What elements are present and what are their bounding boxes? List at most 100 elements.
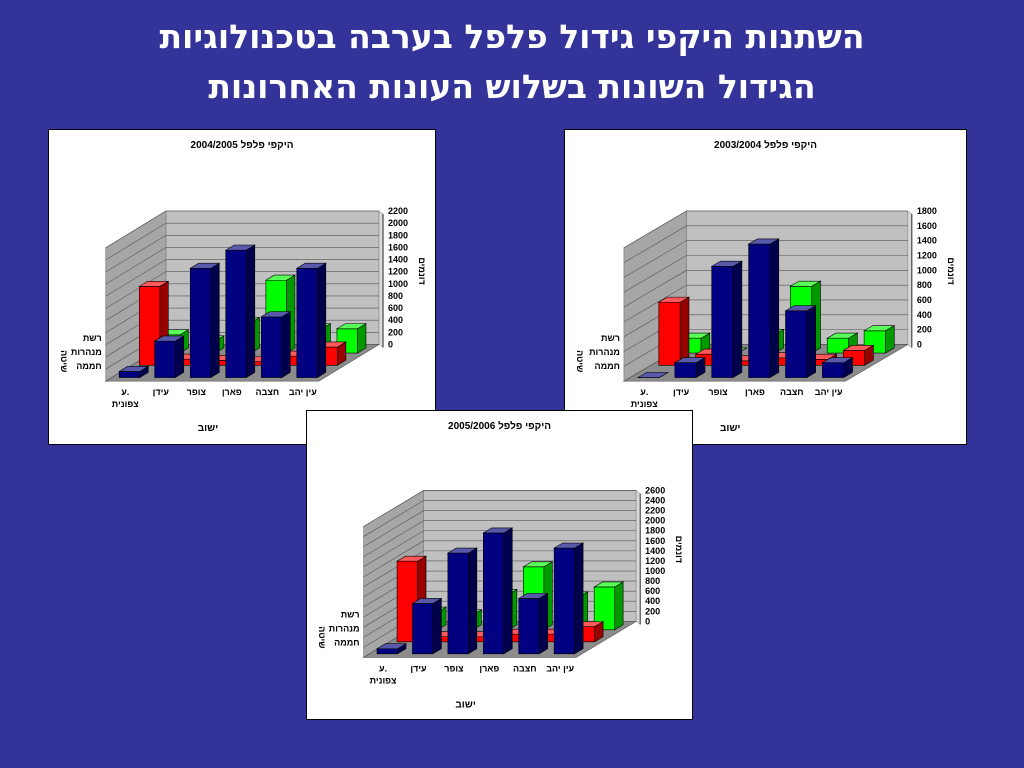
x-tick-label: פארן: [222, 387, 242, 397]
y-tick-label: 200: [388, 327, 403, 337]
gridline: [363, 500, 637, 537]
y-tick-label: 1000: [917, 265, 937, 275]
x-axis-title: ישוב: [198, 423, 219, 434]
y-tick-label: 2000: [388, 218, 408, 228]
y-tick-label: 1800: [645, 526, 665, 536]
gridline: [363, 490, 637, 527]
series-label: מנהרות: [71, 347, 102, 357]
gridline: [363, 530, 637, 568]
x-tick-label: עין יהב: [815, 387, 843, 397]
y-tick-label: 0: [917, 339, 922, 349]
y-tick-label: 1200: [917, 250, 937, 260]
bar: [482, 527, 514, 655]
y-axis-title: דונמים: [674, 536, 684, 563]
bar: [710, 260, 743, 379]
gridline: [623, 270, 908, 308]
x-tick-label: עין יהב: [546, 663, 574, 673]
gridline: [105, 247, 380, 285]
bar: [553, 542, 585, 655]
y-tick-label: 2200: [388, 206, 408, 216]
y-tick-label: 1600: [917, 221, 937, 231]
y-tick-label: 1600: [388, 242, 408, 252]
x-tick-label: חצבה: [780, 387, 804, 397]
series-label: מנהרות: [589, 347, 620, 357]
bar: [189, 262, 221, 379]
bar: [673, 357, 707, 379]
y-axis-title: דונמים: [946, 257, 956, 284]
y-tick-label: 200: [645, 606, 660, 616]
z-axis-title: שיטה: [59, 350, 69, 372]
y-tick-label: 1800: [388, 230, 408, 240]
series-label: מנהרות: [329, 623, 360, 633]
chart-title: היקפי פלפל 2004/2005: [191, 139, 294, 151]
y-tick-label: 0: [645, 616, 650, 626]
slide-title: השתנות היקפי גידול פלפל בערבה בטכנולוגיו…: [0, 12, 1024, 112]
y-tick-label: 400: [645, 596, 660, 606]
x-tick-label: צופר: [708, 387, 728, 397]
x-tick-label: צופר: [187, 387, 207, 397]
x-tick-label: ע. צפונית: [370, 663, 397, 685]
series-label: רשת: [83, 333, 102, 343]
bar: [593, 581, 625, 631]
x-tick-label: עין יהב: [289, 387, 317, 397]
y-tick-label: 200: [917, 325, 932, 335]
chart-right-wall: [635, 489, 641, 625]
x-tick-label: צופר: [444, 663, 464, 673]
gridline: [105, 259, 380, 297]
y-tick-label: 1400: [917, 236, 937, 246]
gridline: [105, 234, 380, 273]
x-tick-label: עידן: [410, 663, 427, 673]
y-tick-label: 1000: [388, 279, 408, 289]
y-tick-label: 600: [388, 303, 403, 313]
bar: [821, 357, 854, 379]
bar: [657, 296, 691, 366]
bar: [375, 643, 408, 655]
gridline: [623, 225, 908, 263]
x-tick-label: ע. צפונית: [112, 387, 139, 409]
y-tick-label: 600: [645, 586, 660, 596]
x-axis-title: ישוב: [455, 699, 476, 710]
chart-svg: 0 200 400 600 800 1000 1200 1400 1600 1800 ע. צפוני…: [575, 139, 956, 434]
x-tick-label: ע. צפונית: [631, 387, 658, 409]
chart-2005-2006: 0 200 400 600 800 1000 1200 1400 1600 1800 2000 220…: [306, 410, 693, 720]
slide-title-line-2: הגידול השונות בשלוש העונות האחרונות: [208, 67, 816, 106]
bar: [636, 372, 670, 378]
bar: [446, 547, 478, 655]
y-tick-label: 800: [917, 280, 932, 290]
gridline: [363, 540, 637, 578]
x-axis-title: ישוב: [720, 423, 741, 434]
chart-svg: 0200400600800100012001400160018002000220…: [317, 420, 684, 710]
gridline: [105, 210, 380, 249]
x-tick-label: עידן: [673, 387, 690, 397]
chart-title: היקפי פלפל 2003/2004: [714, 139, 817, 151]
slide-title-line-1: השתנות היקפי גידול פלפל בערבה בטכנולוגיו…: [159, 17, 865, 56]
y-tick-label: 0: [388, 339, 393, 349]
y-tick-label: 1600: [645, 536, 665, 546]
y-tick-label: 2600: [645, 485, 665, 495]
series-label: חממה: [334, 637, 359, 647]
series-label: חממה: [594, 361, 619, 371]
y-tick-label: 1800: [917, 206, 937, 216]
bar: [118, 365, 150, 379]
bar: [517, 592, 549, 655]
z-axis-title: שיטה: [575, 350, 585, 372]
y-tick-label: 2000: [645, 516, 665, 526]
gridline: [623, 284, 908, 323]
bar: [260, 311, 292, 379]
y-tick-label: 800: [645, 576, 660, 586]
x-tick-label: חצבה: [513, 663, 537, 673]
y-tick-label: 600: [917, 295, 932, 305]
y-tick-label: 1200: [645, 556, 665, 566]
series-label: חממה: [76, 361, 101, 371]
bar: [335, 323, 368, 354]
bar: [747, 238, 780, 379]
y-tick-label: 1400: [645, 546, 665, 556]
y-tick-label: 800: [388, 291, 403, 301]
x-tick-label: פארן: [479, 663, 499, 673]
chart-right-wall: [378, 210, 384, 348]
chart-right-wall: [907, 210, 913, 348]
y-tick-label: 2200: [645, 506, 665, 516]
series-label: רשת: [341, 609, 360, 619]
y-tick-label: 1000: [645, 566, 665, 576]
y-axis-title: דונמים: [417, 257, 427, 284]
